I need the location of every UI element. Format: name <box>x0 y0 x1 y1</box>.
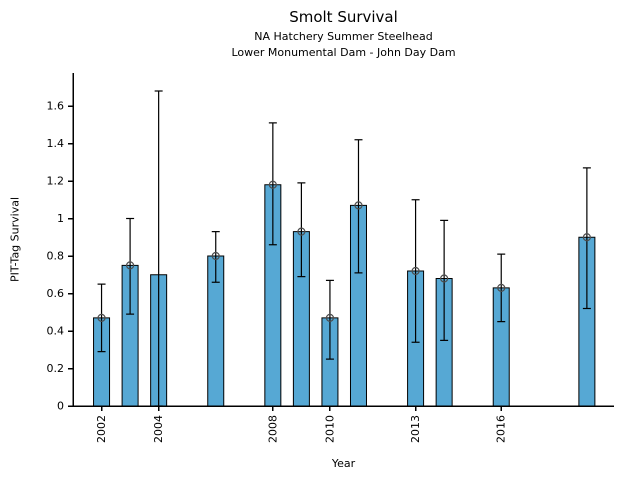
y-axis-label: PIT-Tag Survival <box>9 197 22 282</box>
y-tick-label: 0.6 <box>47 287 65 300</box>
y-tick-label: 1 <box>57 212 64 225</box>
x-tick-label: 2002 <box>95 415 108 443</box>
chart-subtitle-line1: NA Hatchery Summer Steelhead <box>254 30 433 43</box>
y-tick-label: 0.4 <box>47 325 65 338</box>
chart-title: Smolt Survival <box>289 8 398 26</box>
marker-2002 <box>97 313 106 322</box>
chart-subtitle-line2: Lower Monumental Dam - John Day Dam <box>231 46 456 59</box>
marker-2010 <box>325 313 335 322</box>
y-tick-label: 1.6 <box>47 100 65 113</box>
marker-2003 <box>125 261 135 270</box>
marker-2006 <box>211 251 220 261</box>
x-tick-label: 2013 <box>409 415 422 443</box>
marker-2013 <box>411 266 420 276</box>
y-tick-label: 0.2 <box>47 362 65 375</box>
x-axis-label: Year <box>331 457 356 470</box>
x-tick-label: 2010 <box>323 415 336 443</box>
y-tick-label: 1.2 <box>47 175 65 188</box>
x-tick-label: 2016 <box>495 415 508 443</box>
marker-2011 <box>354 201 363 210</box>
x-tick-label: 2008 <box>266 415 279 443</box>
y-tick-label: 1.4 <box>47 137 65 150</box>
marker-2008 <box>268 180 277 189</box>
marker-2016 <box>497 283 506 292</box>
marker-2014 <box>440 274 449 283</box>
marker-2019 <box>582 233 591 242</box>
y-tick-label: 0.8 <box>47 250 65 263</box>
marker-2009 <box>297 227 306 236</box>
x-tick-label: 2004 <box>152 415 165 443</box>
y-tick-label: 0 <box>57 400 64 413</box>
